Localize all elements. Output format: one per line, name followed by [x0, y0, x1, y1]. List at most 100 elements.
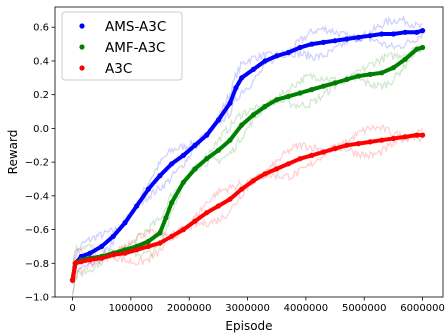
data-point: [309, 152, 315, 158]
data-point: [227, 196, 233, 202]
legend-marker: [79, 23, 85, 29]
y-tick-label: −0.8: [25, 259, 49, 270]
data-point: [309, 87, 315, 93]
data-point: [180, 179, 186, 185]
data-point: [180, 152, 186, 158]
x-axis-label: Episode: [225, 319, 272, 333]
data-point: [390, 135, 396, 142]
legend-box: [61, 11, 183, 81]
data-point: [233, 85, 239, 91]
y-tick-label: −0.4: [25, 191, 49, 202]
data-point: [420, 28, 426, 34]
legend-label: A3C: [105, 61, 132, 77]
data-point: [169, 233, 175, 239]
data-point: [262, 58, 268, 64]
legend-label: AMS-A3C: [105, 19, 166, 35]
legend-marker: [79, 44, 85, 50]
data-point: [134, 203, 140, 209]
data-point: [192, 218, 198, 224]
data-point: [145, 243, 151, 249]
data-point: [367, 33, 373, 39]
data-point: [420, 132, 426, 138]
data-point: [72, 260, 78, 266]
y-tick-label: 0.2: [33, 90, 49, 101]
data-point: [344, 76, 350, 83]
legend: AMS-A3C AMF-A3C A3C: [61, 11, 183, 81]
data-point: [332, 38, 338, 44]
x-tick-label: 0: [69, 303, 75, 314]
data-point: [355, 141, 361, 147]
data-point: [215, 147, 221, 153]
data-point: [414, 132, 420, 138]
data-point: [355, 73, 361, 79]
data-point: [192, 166, 198, 172]
series-variance-trace: [71, 123, 424, 269]
series-variance-trace: [71, 46, 424, 269]
data-point: [239, 122, 245, 128]
series-line: [70, 45, 425, 283]
data-point: [204, 156, 210, 162]
data-point: [69, 277, 76, 283]
data-point: [274, 166, 280, 172]
data-point: [227, 100, 233, 106]
data-point: [355, 34, 361, 40]
legend-label: AMF-A3C: [105, 40, 165, 56]
data-point: [344, 36, 350, 42]
series-a3c: [69, 132, 426, 283]
data-point: [157, 230, 163, 236]
y-tick-label: −0.6: [25, 225, 49, 236]
data-point: [390, 31, 396, 37]
x-axis-ticks: 0 1000000 2000000 3000000 4000000 5000000 6000…: [69, 297, 445, 314]
x-tick-label: 1000000: [109, 303, 154, 314]
data-point: [332, 146, 338, 152]
data-point: [157, 240, 163, 246]
data-point: [204, 210, 210, 216]
y-tick-label: 0.0: [33, 124, 49, 135]
data-point: [110, 233, 116, 239]
data-point: [309, 41, 315, 47]
data-point: [402, 134, 408, 140]
data-point: [99, 255, 105, 261]
data-point: [145, 238, 151, 244]
y-tick-label: −1.0: [25, 293, 49, 304]
data-point: [78, 259, 84, 265]
data-point: [122, 220, 128, 226]
data-point: [157, 173, 163, 179]
data-point: [163, 215, 169, 221]
x-tick-label: 2000000: [167, 303, 212, 314]
series-variance-trace: [71, 132, 424, 295]
data-point: [285, 93, 291, 99]
series-ams-a3c: [69, 28, 426, 283]
data-point: [379, 137, 385, 143]
x-tick-label: 6000000: [400, 303, 445, 314]
data-point: [169, 161, 175, 167]
data-point: [110, 252, 116, 258]
data-point: [262, 171, 268, 177]
data-point: [379, 31, 385, 37]
data-point: [134, 247, 140, 253]
y-tick-label: −0.2: [25, 158, 49, 169]
data-point: [390, 65, 396, 71]
series-line: [70, 28, 425, 283]
data-point: [414, 29, 420, 35]
x-tick-label: 4000000: [284, 303, 329, 314]
data-point: [227, 137, 233, 143]
data-point: [332, 80, 338, 86]
data-point: [367, 71, 373, 77]
legend-marker: [79, 65, 85, 71]
data-point: [367, 139, 373, 145]
data-point: [122, 250, 128, 256]
data-point: [274, 53, 280, 59]
series-group: [69, 28, 426, 283]
data-point: [285, 49, 291, 56]
plot-frame: [54, 6, 444, 298]
data-point: [239, 186, 245, 192]
y-axis-ticks: −1.0 −0.8 −0.6 −0.4 −0.2 0.0 0.2 0.4 0.6: [25, 23, 55, 304]
x-tick-label: 5000000: [342, 303, 387, 314]
data-point: [320, 149, 326, 155]
data-point: [285, 161, 291, 167]
data-point: [180, 227, 186, 233]
data-point: [379, 70, 385, 76]
data-point: [320, 83, 326, 89]
